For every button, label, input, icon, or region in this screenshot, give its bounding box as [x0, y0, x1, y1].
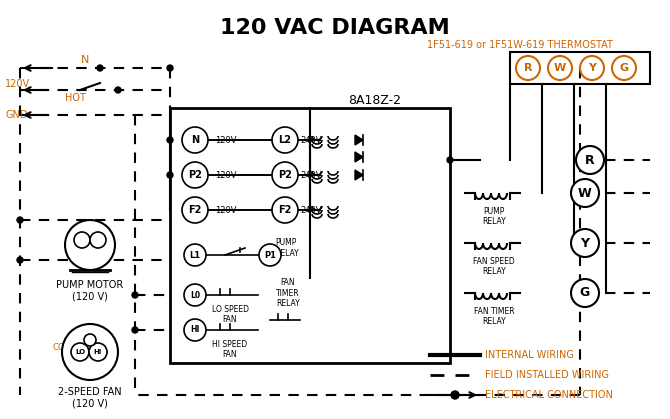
Text: W: W: [578, 186, 592, 199]
Text: 120V: 120V: [215, 205, 237, 215]
Circle shape: [571, 179, 599, 207]
Circle shape: [71, 343, 89, 361]
Text: R: R: [585, 153, 595, 166]
Circle shape: [259, 244, 281, 266]
Circle shape: [89, 343, 107, 361]
Circle shape: [115, 87, 121, 93]
Text: Y: Y: [580, 236, 590, 249]
Text: PUMP MOTOR
(120 V): PUMP MOTOR (120 V): [56, 280, 124, 302]
Text: F2: F2: [278, 205, 291, 215]
Text: HI: HI: [190, 326, 200, 334]
Text: 120V: 120V: [215, 135, 237, 145]
Text: Y: Y: [588, 63, 596, 73]
Text: INTERNAL WIRING: INTERNAL WIRING: [485, 350, 574, 360]
Text: PUMP
RELAY: PUMP RELAY: [275, 238, 299, 258]
Text: GND: GND: [5, 110, 27, 120]
Circle shape: [17, 217, 23, 223]
Circle shape: [84, 334, 96, 346]
Text: F2: F2: [188, 205, 202, 215]
Text: HOT: HOT: [64, 93, 86, 103]
Text: P2: P2: [278, 170, 292, 180]
Text: N: N: [191, 135, 199, 145]
Text: R: R: [524, 63, 532, 73]
Text: FAN SPEED
RELAY: FAN SPEED RELAY: [473, 257, 515, 277]
Circle shape: [62, 324, 118, 380]
Circle shape: [182, 197, 208, 223]
Text: 8A18Z-2: 8A18Z-2: [348, 93, 401, 106]
Text: 240V: 240V: [300, 171, 322, 179]
Polygon shape: [355, 135, 363, 145]
Text: LO: LO: [75, 349, 85, 355]
Text: LO SPEED
FAN: LO SPEED FAN: [212, 305, 249, 324]
Circle shape: [272, 127, 298, 153]
Text: FIELD INSTALLED WIRING: FIELD INSTALLED WIRING: [485, 370, 609, 380]
Text: PUMP
RELAY: PUMP RELAY: [482, 207, 506, 226]
Circle shape: [451, 391, 459, 399]
Circle shape: [65, 220, 115, 270]
Circle shape: [167, 172, 173, 178]
Circle shape: [132, 292, 138, 298]
Text: P1: P1: [264, 251, 276, 259]
Text: 120V: 120V: [215, 171, 237, 179]
Circle shape: [132, 327, 138, 333]
Circle shape: [17, 257, 23, 263]
Circle shape: [167, 65, 173, 71]
Circle shape: [184, 244, 206, 266]
Text: 120 VAC DIAGRAM: 120 VAC DIAGRAM: [220, 18, 450, 38]
Circle shape: [571, 229, 599, 257]
Circle shape: [167, 137, 173, 143]
Text: W: W: [554, 63, 566, 73]
Circle shape: [580, 56, 604, 80]
Text: 1F51-619 or 1F51W-619 THERMOSTAT: 1F51-619 or 1F51W-619 THERMOSTAT: [427, 40, 613, 50]
Text: ELECTRICAL CONNECTION: ELECTRICAL CONNECTION: [485, 390, 613, 400]
Polygon shape: [355, 152, 363, 162]
Text: HI: HI: [94, 349, 102, 355]
Text: 240V: 240V: [300, 205, 322, 215]
Circle shape: [612, 56, 636, 80]
Text: FAN
TIMER
RELAY: FAN TIMER RELAY: [276, 278, 300, 308]
Text: FAN TIMER
RELAY: FAN TIMER RELAY: [474, 307, 515, 326]
Circle shape: [548, 56, 572, 80]
Text: 120V: 120V: [5, 79, 30, 89]
Circle shape: [516, 56, 540, 80]
Text: P2: P2: [188, 170, 202, 180]
Circle shape: [74, 232, 90, 248]
Circle shape: [447, 157, 453, 163]
Circle shape: [571, 279, 599, 307]
Text: L1: L1: [190, 251, 200, 259]
Text: N: N: [81, 55, 89, 65]
Circle shape: [272, 162, 298, 188]
Circle shape: [184, 319, 206, 341]
Circle shape: [576, 146, 604, 174]
Text: L0: L0: [190, 290, 200, 300]
Circle shape: [184, 284, 206, 306]
Circle shape: [97, 65, 103, 71]
Circle shape: [182, 127, 208, 153]
Circle shape: [182, 162, 208, 188]
Text: 240V: 240V: [300, 135, 322, 145]
Text: L2: L2: [279, 135, 291, 145]
Text: G: G: [620, 63, 628, 73]
Polygon shape: [355, 170, 363, 180]
Circle shape: [272, 197, 298, 223]
Text: 2-SPEED FAN
(120 V): 2-SPEED FAN (120 V): [58, 387, 122, 409]
Text: G: G: [580, 287, 590, 300]
Text: COM: COM: [52, 342, 72, 352]
Circle shape: [90, 232, 106, 248]
Text: HI SPEED
FAN: HI SPEED FAN: [212, 340, 247, 360]
